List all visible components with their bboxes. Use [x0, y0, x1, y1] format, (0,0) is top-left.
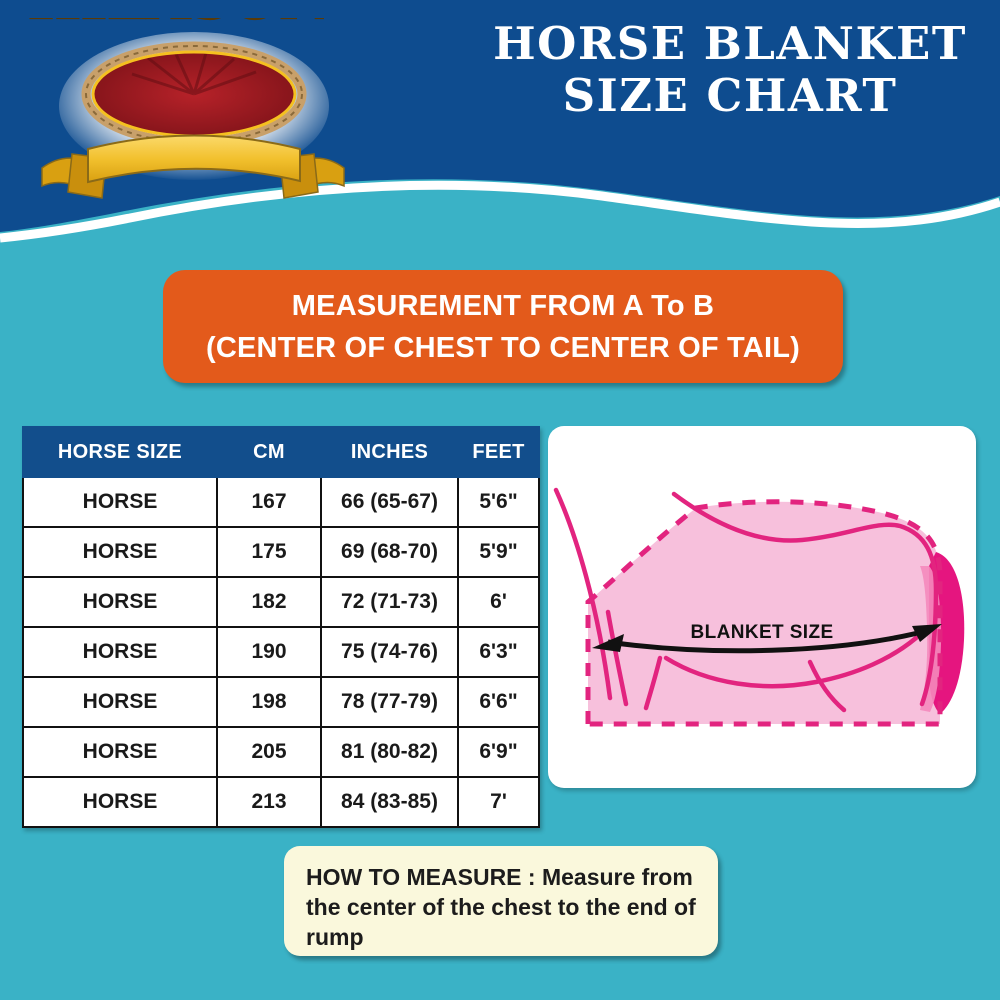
- cell-feet: 6': [457, 576, 540, 628]
- cell-horse-size: HORSE: [22, 626, 218, 678]
- blanket-size-arrow: [592, 624, 942, 654]
- size-table-container: HORSE SIZE CM INCHES FEET HORSE 167 66 (…: [22, 426, 540, 828]
- banner-line-1: MEASUREMENT FROM A To B: [291, 289, 715, 322]
- table-row: HORSE 198 78 (77-79) 6'6": [22, 676, 540, 728]
- cell-cm: 167: [216, 476, 322, 528]
- how-to-measure-text: HOW TO MEASURE : Measure from the center…: [306, 864, 696, 950]
- blanket-area-fill: [588, 501, 940, 724]
- cell-feet: 6'3": [457, 626, 540, 678]
- cell-inches: 66 (65-67): [320, 476, 459, 528]
- banner-line-2: (CENTER OF CHEST TO CENTER OF TAIL): [206, 331, 800, 364]
- column-header-feet: FEET: [457, 426, 540, 478]
- cell-cm: 175: [216, 526, 322, 578]
- logo-brand-text: HILASON: [28, 18, 330, 32]
- column-header-inches: INCHES: [320, 426, 459, 478]
- horse-blanket-illustration: [553, 487, 965, 727]
- cell-horse-size: HORSE: [22, 776, 218, 828]
- hilason-logo: HILASON SADDLIN UP SINCE 1995: [28, 18, 358, 199]
- cell-horse-size: HORSE: [22, 576, 218, 628]
- cell-horse-size: HORSE: [22, 726, 218, 778]
- table-row: HORSE 175 69 (68-70) 5'9": [22, 526, 540, 578]
- table-row: HORSE 182 72 (71-73) 6': [22, 576, 540, 628]
- cell-cm: 190: [216, 626, 322, 678]
- table-row: HORSE 190 75 (74-76) 6'3": [22, 626, 540, 678]
- blanket-dashed-outline: [585, 499, 943, 727]
- header-wave-background: [0, 0, 1000, 260]
- table-row: HORSE 205 81 (80-82) 6'9": [22, 726, 540, 778]
- page-title-line-2: SIZE CHART: [562, 69, 898, 122]
- cell-horse-size: HORSE: [22, 526, 218, 578]
- cell-inches: 78 (77-79): [320, 676, 459, 728]
- page-title-line-1: HORSE BLANKET: [493, 17, 967, 70]
- page-title: HORSE BLANKET SIZE CHART: [470, 18, 990, 122]
- cell-horse-size: HORSE: [22, 476, 218, 528]
- cell-inches: 75 (74-76): [320, 626, 459, 678]
- column-header-cm: CM: [216, 426, 322, 478]
- cell-feet: 7': [457, 776, 540, 828]
- cell-cm: 205: [216, 726, 322, 778]
- size-table: HORSE SIZE CM INCHES FEET HORSE 167 66 (…: [22, 426, 540, 828]
- table-row: HORSE 167 66 (65-67) 5'6": [22, 476, 540, 528]
- cell-inches: 69 (68-70): [320, 526, 459, 578]
- cell-inches: 84 (83-85): [320, 776, 459, 828]
- table-header-row: HORSE SIZE CM INCHES FEET: [22, 426, 540, 478]
- cell-inches: 72 (71-73): [320, 576, 459, 628]
- cell-inches: 81 (80-82): [320, 726, 459, 778]
- cell-cm: 182: [216, 576, 322, 628]
- horse-diagram-panel: BLANKET SIZE: [548, 426, 976, 788]
- cell-feet: 6'6": [457, 676, 540, 728]
- table-row: HORSE 213 84 (83-85) 7': [22, 776, 540, 828]
- cell-feet: 5'6": [457, 476, 540, 528]
- logo-tagline-text: SADDLIN UP SINCE 1995: [28, 18, 217, 22]
- how-to-measure-box: HOW TO MEASURE : Measure from the center…: [284, 846, 718, 956]
- cell-cm: 213: [216, 776, 322, 828]
- measurement-instruction-banner: MEASUREMENT FROM A To B (CENTER OF CHEST…: [163, 270, 843, 383]
- cell-horse-size: HORSE: [22, 676, 218, 728]
- header-banner: HORSE BLANKET SIZE CHART: [0, 0, 1000, 260]
- cell-cm: 198: [216, 676, 322, 728]
- column-header-horse-size: HORSE SIZE: [22, 426, 218, 478]
- cell-feet: 5'9": [457, 526, 540, 578]
- hilason-logo-artwork: HILASON SADDLIN UP SINCE 1995: [28, 18, 345, 199]
- cell-feet: 6'9": [457, 726, 540, 778]
